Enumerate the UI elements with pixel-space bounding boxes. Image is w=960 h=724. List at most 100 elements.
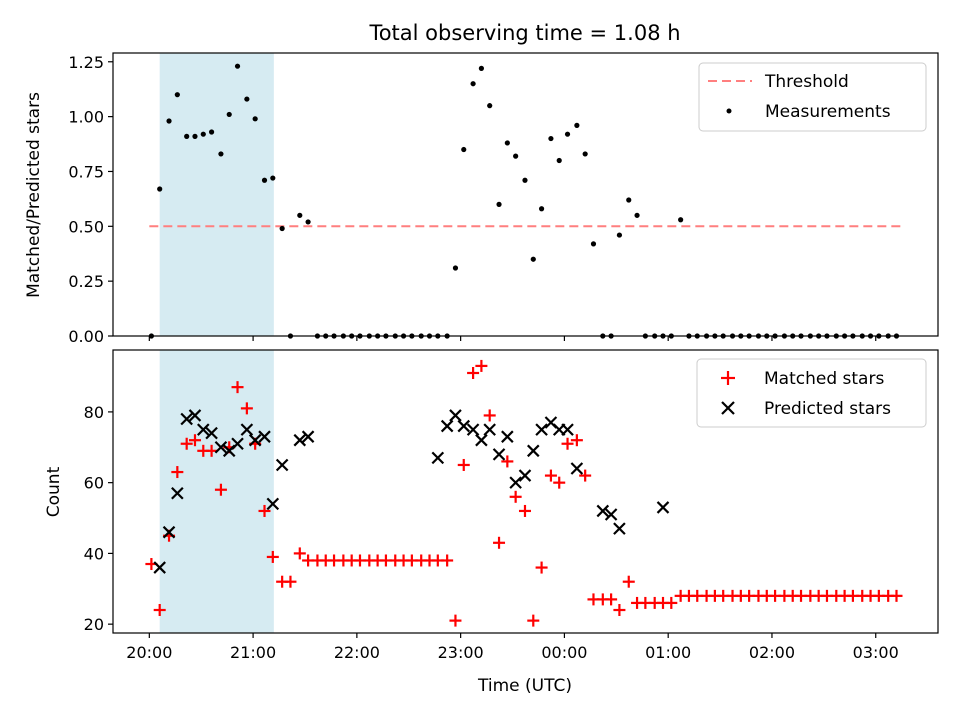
y-tick-label: 0.75	[68, 162, 104, 181]
predicted-star-point	[248, 433, 262, 447]
matched-star-point	[613, 604, 626, 617]
predicted-star-point	[301, 430, 315, 443]
matched-star-point	[518, 504, 531, 517]
measurement-point	[634, 212, 640, 218]
matched-star-point	[535, 561, 548, 574]
matched-star-point	[579, 469, 592, 482]
ratio-legend: Threshold Measurements	[698, 62, 927, 132]
matched-star-point	[622, 575, 635, 588]
y-tick-label: 1.00	[68, 108, 104, 127]
legend-threshold-label: Threshold	[764, 72, 849, 92]
predicted-star-point	[240, 423, 254, 436]
measurement-point	[522, 177, 528, 183]
y-tick-label: 0.50	[68, 217, 104, 236]
predicted-star-point	[527, 444, 540, 458]
highlight-interval	[159, 53, 274, 336]
measurement-point	[564, 131, 571, 137]
ratio-legend-box	[698, 62, 927, 132]
measurement-point	[208, 129, 215, 135]
matched-star-point	[527, 614, 540, 627]
predicted-star-point	[518, 469, 532, 482]
measurement-point	[470, 81, 476, 87]
y-tick-label: 0.00	[68, 327, 104, 346]
predicted-star-point	[171, 486, 184, 500]
measurement-point	[574, 122, 580, 128]
measurement-point	[582, 151, 588, 157]
y-tick-label: 20	[84, 615, 104, 634]
measurement-point	[200, 131, 206, 137]
matched-star-point	[483, 409, 496, 422]
measurement-point	[487, 103, 493, 109]
ratio-axes-frame	[112, 52, 939, 337]
predicted-star-point	[604, 508, 618, 521]
count-panel: 20 40 60 80 20:00 21:00 22:00 23:00 00:00 01:00 0…	[44, 349, 939, 696]
measurement-point	[678, 217, 684, 223]
measurement-point	[297, 212, 303, 218]
predicted-star-point	[205, 426, 218, 440]
measurement-point	[530, 256, 536, 262]
measurement-point	[226, 111, 232, 118]
matched-star-point	[665, 596, 678, 609]
matched-star-point	[266, 550, 279, 563]
measurement-point	[626, 197, 632, 203]
measurement-point	[157, 186, 163, 192]
matched-star-point	[180, 437, 193, 450]
measurement-point	[244, 96, 250, 102]
predicted-star-point	[501, 430, 514, 443]
matched-star-point	[231, 381, 244, 394]
ratio-panel: 0.00 0.25 0.50 0.75 1.00 1.25 Matched/Predict…	[24, 52, 939, 346]
measurement-point	[218, 151, 224, 157]
matched-star-point	[467, 366, 480, 379]
matched-star-point	[561, 437, 574, 450]
predicted-star-point	[258, 430, 271, 443]
predicted-star-point	[492, 448, 506, 461]
predicted-star-point	[197, 423, 210, 436]
matched-star-point	[258, 504, 271, 517]
matched-star-point	[570, 434, 583, 447]
measurement-point	[504, 140, 510, 146]
measurement-point	[452, 265, 459, 271]
figure-title: Total observing time = 1.08 h	[368, 21, 680, 45]
measurement-point	[166, 118, 172, 124]
measurement-point	[305, 219, 311, 225]
measurement-point	[513, 153, 519, 159]
matched-star-point	[214, 483, 227, 496]
matched-star-point	[501, 455, 514, 468]
y-tick-label: 80	[84, 403, 104, 422]
predicted-star-point	[656, 501, 670, 514]
predicted-star-point	[483, 423, 496, 436]
predicted-star-point	[231, 437, 244, 451]
measurement-point	[252, 116, 258, 122]
predicted-star-point	[293, 433, 307, 447]
predicted-star-point	[466, 423, 480, 436]
predicted-star-point	[475, 433, 488, 447]
predicted-star-point	[275, 458, 289, 472]
matched-star-point	[240, 402, 253, 415]
y-axis-ticks: 20 40 60 80	[84, 403, 113, 634]
y-tick-label: 1.25	[68, 53, 104, 72]
y-axis-ticks: 0.00 0.25 0.50 0.75 1.00 1.25	[68, 53, 113, 346]
predicted-star-point	[153, 561, 166, 574]
legend-measurement-swatch	[726, 108, 732, 114]
matched-star-point	[509, 490, 522, 503]
predicted-star-points	[153, 409, 670, 574]
matched-star-point	[284, 575, 297, 588]
legend-predicted-label: Predicted stars	[764, 399, 891, 419]
measurement-point	[590, 241, 597, 247]
matched-star-point	[293, 547, 306, 560]
predicted-star-point	[440, 419, 454, 433]
matched-star-point	[153, 604, 166, 617]
legend-measurement-label: Measurements	[765, 102, 891, 122]
x-tick-label: 00:00	[541, 643, 587, 662]
predicted-star-point	[214, 441, 228, 454]
x-tick-label: 01:00	[645, 643, 691, 662]
measurement-point	[461, 146, 467, 153]
matched-star-point	[457, 458, 470, 471]
measurement-point	[192, 133, 198, 139]
measurement-point	[616, 232, 623, 238]
x-tick-label: 23:00	[438, 643, 484, 662]
matched-star-point	[441, 554, 454, 567]
count-legend-box	[696, 358, 927, 428]
count-y-axis-label: Count	[44, 466, 64, 517]
